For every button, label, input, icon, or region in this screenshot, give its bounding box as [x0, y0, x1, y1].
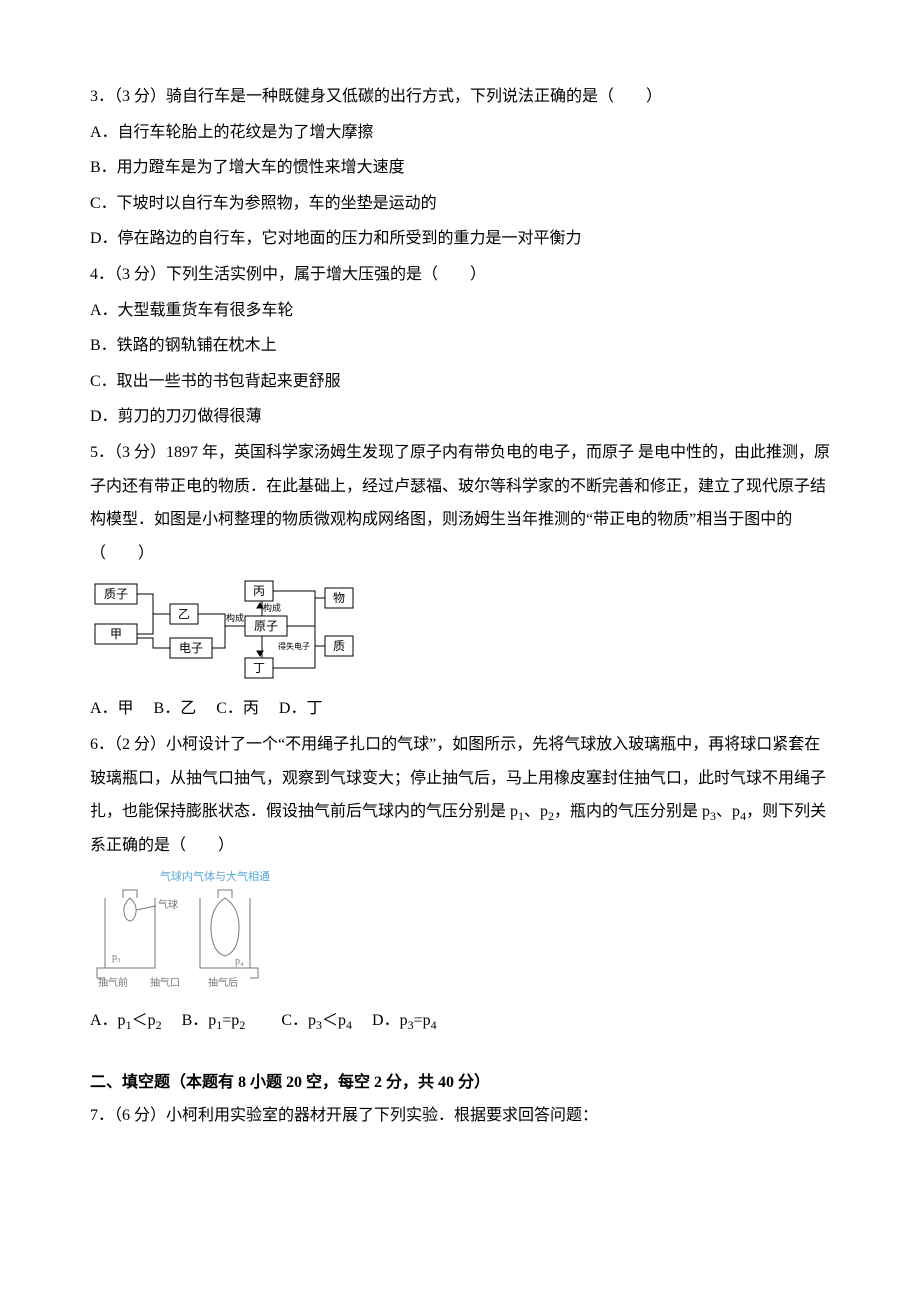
q4-opt-c: C．取出一些书的书包背起来更舒服: [90, 365, 830, 399]
svg-text:丙: 丙: [253, 584, 265, 598]
svg-text:抽气前: 抽气前: [98, 976, 128, 989]
q6-stem-c: ，瓶内的气压分别是 p: [554, 803, 710, 820]
svg-text:抽气口: 抽气口: [150, 976, 180, 989]
q5-opts: A．甲 B．乙 C．丙 D．丁: [90, 692, 830, 726]
svg-text:质子: 质子: [104, 587, 128, 601]
svg-text:电子: 电子: [179, 641, 203, 655]
q3-opt-b: B．用力蹬车是为了增大车的惯性来增大速度: [90, 151, 830, 185]
q4-opt-d: D．剪刀的刀刃做得很薄: [90, 400, 830, 434]
svg-text:原子: 原子: [254, 619, 278, 633]
section2-head: 二、填空题（本题有 8 小题 20 空，每空 2 分，共 40 分）: [90, 1066, 830, 1100]
svg-text:构成: 构成: [263, 602, 281, 613]
q4-stem: 4．（3 分）下列生活实例中，属于增大压强的是（ ）: [90, 258, 830, 292]
q3-opt-d: D．停在路边的自行车，它对地面的压力和所受到的重力是一对平衡力: [90, 222, 830, 256]
q5-diagram: 质子 甲 乙 电子 丙 原子 丁 物 质 构成 构成 得失电子: [90, 576, 830, 686]
svg-text:甲: 甲: [110, 627, 122, 641]
svg-text:质: 质: [333, 639, 345, 653]
q7-stem: 7．（6 分）小柯利用实验室的器材开展了下列实验．根据要求回答问题：: [90, 1099, 830, 1133]
svg-text:得失电子: 得失电子: [278, 641, 310, 651]
svg-text:构成: 构成: [226, 612, 244, 623]
q6-stem-b: 、p: [524, 803, 548, 820]
q3-opt-c: C．下坡时以自行车为参照物，车的坐垫是运动的: [90, 187, 830, 221]
q6-stem: 6．（2 分）小柯设计了一个“不用绳子扎口的气球”，如图所示，先将气球放入玻璃瓶…: [90, 728, 830, 862]
q5-stem: 5．（3 分）1897 年，英国科学家汤姆生发现了原子内有带负电的电子，而原子 …: [90, 436, 830, 570]
q6-stem-d: 、p: [716, 803, 740, 820]
svg-text:气球内气体与大气相通: 气球内气体与大气相通: [160, 869, 270, 883]
q4-opt-b: B．铁路的钢轨铺在枕木上: [90, 329, 830, 363]
svg-text:物: 物: [333, 591, 345, 605]
svg-text:p₄: p₄: [235, 956, 244, 967]
q3-stem: 3．（3 分）骑自行车是一种既健身又低碳的出行方式，下列说法正确的是（ ）: [90, 80, 830, 114]
svg-text:丁: 丁: [253, 661, 265, 675]
q6-opts: A．p1＜p2 B．p1=p2 C．p3＜p4 D．p3=p4: [90, 1004, 830, 1038]
svg-text:气球: 气球: [158, 898, 178, 911]
svg-text:乙: 乙: [178, 607, 190, 621]
svg-text:p₃: p₃: [112, 952, 121, 963]
q4-opt-a: A．大型载重货车有很多车轮: [90, 294, 830, 328]
q3-opt-a: A．自行车轮胎上的花纹是为了增大摩擦: [90, 116, 830, 150]
svg-text:抽气后: 抽气后: [208, 976, 238, 989]
q6-diagram: 气球内气体与大气相通 气球 p₃ p₄ 抽气前 抽气口 抽气后: [90, 868, 830, 998]
